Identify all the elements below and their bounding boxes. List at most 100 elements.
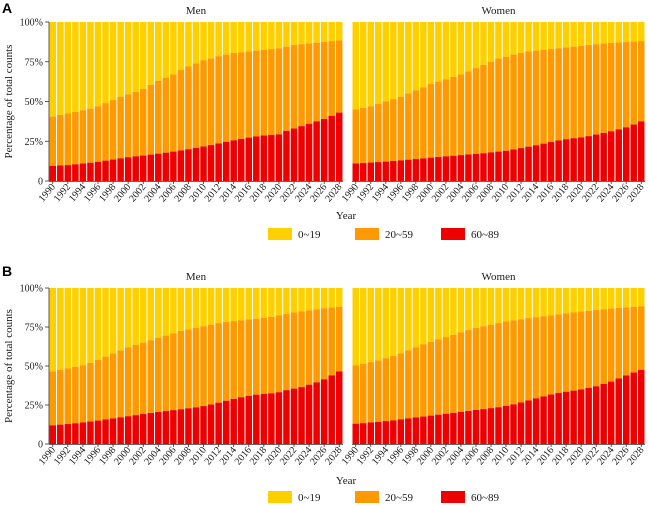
bar-segment-60-89 — [155, 153, 162, 181]
bar-segment-60-89 — [457, 155, 465, 181]
bar-segment-20-59 — [442, 337, 450, 414]
bar-segment-20-59 — [502, 56, 510, 151]
bar-segment-20-59 — [230, 321, 237, 399]
bar-segment-60-89 — [585, 387, 592, 444]
bar-segment-0-19 — [64, 288, 72, 369]
bar-segment-60-89 — [397, 419, 405, 444]
bar-segment-60-89 — [185, 408, 192, 444]
bar-segment-0-19 — [207, 288, 215, 325]
bar-segment-20-59 — [540, 316, 547, 397]
bar-segment-60-89 — [200, 146, 207, 181]
bar-segment-0-19 — [268, 288, 275, 317]
bar-segment-60-89 — [600, 383, 607, 444]
bar-segment-60-89 — [577, 137, 585, 181]
bar-segment-60-89 — [480, 153, 487, 181]
bar-segment-20-59 — [200, 60, 207, 147]
bar-segment-20-59 — [615, 307, 622, 379]
bar-segment-20-59 — [268, 49, 275, 135]
bar-segment-20-59 — [390, 355, 397, 421]
bar-segment-60-89 — [147, 412, 155, 444]
bar-segment-0-19 — [592, 288, 600, 310]
bar-segment-0-19 — [532, 22, 540, 51]
y-tick-label: 75% — [25, 57, 43, 68]
bar-segment-60-89 — [94, 420, 102, 444]
bar-segment-20-59 — [570, 46, 577, 139]
bar-segment-0-19 — [185, 288, 192, 330]
bar-segment-60-89 — [200, 406, 207, 444]
bar-segment-20-59 — [109, 99, 117, 160]
bar-segment-0-19 — [335, 22, 343, 41]
bar-segment-20-59 — [313, 42, 320, 122]
bar-segment-60-89 — [260, 393, 268, 444]
bar-segment-20-59 — [412, 347, 420, 418]
legend-label: 0~19 — [298, 229, 321, 241]
bar-segment-0-19 — [124, 22, 132, 95]
bar-segment-0-19 — [49, 288, 57, 372]
bar-segment-0-19 — [215, 22, 222, 57]
bar-segment-20-59 — [427, 341, 435, 416]
bar-segment-20-59 — [305, 310, 313, 385]
bar-segment-20-59 — [192, 63, 200, 148]
bar-segment-60-89 — [305, 123, 313, 181]
bar-segment-20-59 — [290, 45, 298, 129]
bar-segment-20-59 — [320, 308, 328, 380]
bar-segment-0-19 — [435, 288, 442, 340]
bar-segment-20-59 — [637, 41, 645, 122]
bar-segment-0-19 — [139, 22, 147, 89]
bar-segment-60-89 — [577, 389, 585, 444]
bar-segment-0-19 — [207, 22, 215, 59]
bar-segment-0-19 — [555, 288, 562, 315]
bar-segment-20-59 — [412, 90, 420, 160]
bar-segment-20-59 — [532, 317, 540, 399]
bar-segment-60-89 — [283, 390, 290, 444]
bar-segment-0-19 — [162, 288, 170, 336]
bar-segment-60-89 — [298, 126, 305, 181]
bar-segment-0-19 — [298, 288, 305, 312]
bar-segment-60-89 — [525, 146, 532, 181]
bar-segment-20-59 — [275, 48, 283, 135]
bar-segment-20-59 — [510, 54, 517, 150]
bar-segment-60-89 — [517, 148, 525, 181]
bar-segment-0-19 — [132, 22, 139, 92]
bar-segment-0-19 — [132, 288, 139, 345]
bar-segment-0-19 — [320, 288, 328, 309]
bar-segment-20-59 — [117, 350, 124, 418]
bar-segment-20-59 — [207, 58, 215, 146]
bar-segment-60-89 — [592, 134, 600, 181]
bar-segment-20-59 — [555, 48, 562, 141]
bar-segment-0-19 — [230, 22, 237, 54]
bar-segment-60-89 — [450, 412, 457, 444]
bar-segment-0-19 — [109, 288, 117, 354]
bar-segment-0-19 — [555, 22, 562, 49]
bar-segment-20-59 — [367, 106, 375, 163]
bar-segment-0-19 — [230, 288, 237, 322]
bar-segment-60-89 — [72, 423, 79, 444]
bar-segment-20-59 — [607, 308, 615, 382]
bar-segment-0-19 — [79, 288, 87, 366]
bar-segment-20-59 — [260, 49, 268, 136]
bar-segment-0-19 — [562, 22, 570, 48]
y-tick-label: 50% — [25, 362, 43, 373]
bar-segment-0-19 — [547, 22, 555, 50]
bar-segment-0-19 — [442, 288, 450, 338]
bar-segment-60-89 — [192, 407, 200, 444]
bar-segment-0-19 — [253, 22, 260, 51]
bar-segment-0-19 — [375, 22, 382, 104]
panel-label: B — [2, 263, 12, 279]
bar-segment-20-59 — [510, 320, 517, 405]
bar-segment-20-59 — [555, 314, 562, 393]
bar-segment-60-89 — [487, 408, 495, 444]
bar-segment-60-89 — [335, 371, 343, 444]
bar-segment-0-19 — [260, 22, 268, 50]
bar-segment-60-89 — [132, 156, 139, 181]
bar-segment-60-89 — [162, 411, 170, 444]
bar-segment-20-59 — [320, 41, 328, 119]
bar-segment-20-59 — [375, 360, 382, 422]
bar-segment-0-19 — [200, 22, 207, 61]
bar-segment-0-19 — [607, 288, 615, 309]
bar-segment-20-59 — [607, 42, 615, 132]
bar-segment-20-59 — [162, 335, 170, 412]
bar-segment-20-59 — [253, 318, 260, 395]
bar-segment-60-89 — [170, 151, 177, 181]
bar-segment-0-19 — [94, 288, 102, 360]
